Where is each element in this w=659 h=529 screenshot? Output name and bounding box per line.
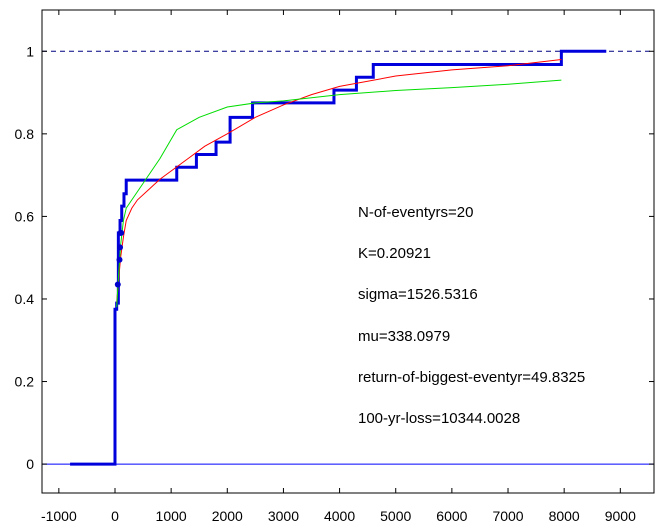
y-tick-label: 1 (26, 43, 34, 59)
empirical-step-line (70, 49, 607, 466)
x-tick-label: 1000 (156, 508, 187, 524)
x-tick-label: 4000 (324, 508, 355, 524)
annotation-n-eventyrs: N-of-eventyrs=20 (358, 204, 473, 221)
tick-marks (42, 10, 654, 493)
annotation-return-of-biggest: return-of-biggest-eventyr=49.8325 (358, 369, 585, 386)
data-point-marker (118, 229, 125, 236)
fitted-curve-2 (116, 79, 562, 308)
y-tick-label: 0 (26, 456, 34, 472)
reference-lines (42, 50, 654, 465)
data-point-marker (116, 256, 123, 263)
fitted-curve-1 (116, 59, 562, 304)
x-tick-label: 0 (111, 508, 119, 524)
y-tick-label: 0.6 (15, 208, 35, 224)
annotation-100yr-loss: 100-yr-loss=10344.0028 (358, 410, 520, 427)
marker-layer (114, 229, 125, 288)
y-tick-labels: 0 0.2 0.4 0.6 0.8 1 (15, 43, 35, 472)
x-tick-labels: -1000 0 1000 2000 3000 4000 5000 6000 7000 8000 90… (41, 508, 636, 524)
x-tick-label: 6000 (436, 508, 467, 524)
series-layer (70, 49, 607, 466)
x-tick-label: -1000 (41, 508, 77, 524)
y-tick-label: 0.8 (15, 126, 35, 142)
annotation-sigma: sigma=1526.5316 (358, 286, 478, 303)
data-point-marker (114, 281, 121, 288)
x-tick-label: 9000 (605, 508, 636, 524)
x-tick-label: 5000 (380, 508, 411, 524)
x-tick-label: 7000 (492, 508, 523, 524)
plot-frame (41, 9, 655, 494)
x-tick-label: 8000 (549, 508, 580, 524)
data-point-marker (117, 244, 124, 251)
y-tick-label: 0.4 (15, 291, 35, 307)
annotation-block: N-of-eventyrs=20 K=0.20921 sigma=1526.53… (358, 204, 585, 427)
y-tick-label: 0.2 (15, 374, 35, 390)
x-tick-label: 3000 (268, 508, 299, 524)
annotation-mu: mu=338.0979 (358, 328, 450, 345)
x-tick-label: 2000 (212, 508, 243, 524)
annotation-k: K=0.20921 (358, 245, 431, 262)
